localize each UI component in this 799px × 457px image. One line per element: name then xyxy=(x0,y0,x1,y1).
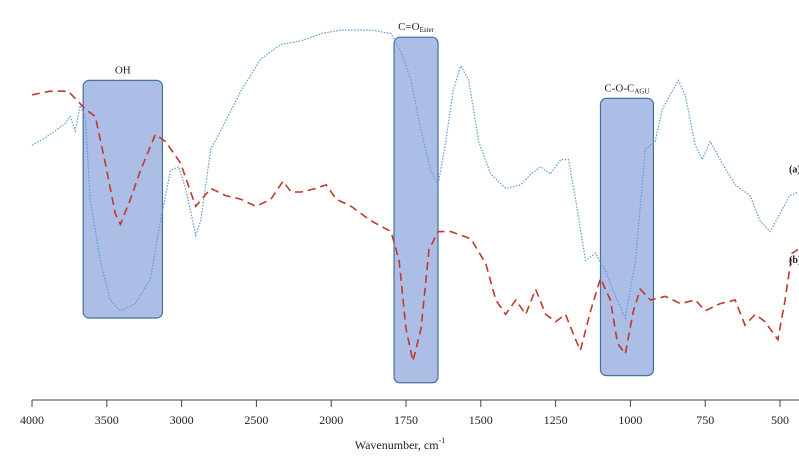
x-tick-label: 3000 xyxy=(170,413,194,427)
band-label-text: C=O xyxy=(398,21,420,33)
series-label: (b) xyxy=(789,255,799,266)
x-tick-label: 1250 xyxy=(544,413,568,427)
x-axis-label-sup: -1 xyxy=(439,436,446,445)
band-label: OH xyxy=(115,64,131,76)
band-label-text: C-O-C xyxy=(604,82,634,94)
series-line xyxy=(31,90,799,362)
band-label-sub: Ester xyxy=(420,26,435,34)
x-tick-label: 1750 xyxy=(394,413,418,427)
x-tick-label: 1500 xyxy=(469,413,493,427)
x-tick-label: 2000 xyxy=(319,413,343,427)
x-axis-label: Wavenumber, cm-1 xyxy=(355,436,446,452)
band-label-text: OH xyxy=(115,64,131,76)
x-axis-label-text: Wavenumber, cm xyxy=(355,438,440,452)
x-tick-label: 4000 xyxy=(20,413,44,427)
band-label: C-O-CAGU xyxy=(604,82,649,95)
band-box xyxy=(393,36,439,384)
x-tick-label: 1000 xyxy=(618,413,642,427)
x-tick-label: 3500 xyxy=(95,413,119,427)
x-tick-label: 2500 xyxy=(244,413,268,427)
x-tick-label: 500 xyxy=(771,413,789,427)
band-box xyxy=(599,97,655,377)
series-label: (a) xyxy=(789,164,799,175)
band-label: C=OEster xyxy=(398,21,435,34)
series-line xyxy=(31,29,799,320)
band-label-sub: AGU xyxy=(634,87,649,95)
x-tick-label: 750 xyxy=(696,413,714,427)
band-box xyxy=(82,79,164,319)
